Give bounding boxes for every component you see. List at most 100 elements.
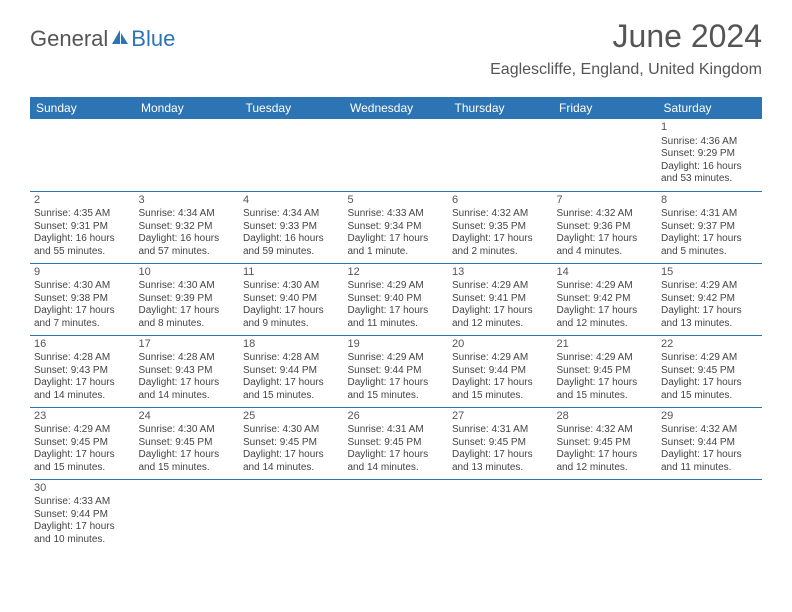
calendar-day-cell bbox=[135, 119, 240, 191]
day-number: 13 bbox=[452, 266, 549, 280]
daylight-text: Daylight: 17 hours and 12 minutes. bbox=[557, 305, 654, 330]
daylight-text: Daylight: 17 hours and 8 minutes. bbox=[139, 305, 236, 330]
calendar-day-cell: 11Sunrise: 4:30 AMSunset: 9:40 PMDayligh… bbox=[239, 263, 344, 335]
sunset-text: Sunset: 9:43 PM bbox=[139, 365, 236, 378]
sunrise-text: Sunrise: 4:33 AM bbox=[34, 496, 131, 509]
calendar-day-cell bbox=[553, 119, 658, 191]
daylight-text: Daylight: 17 hours and 14 minutes. bbox=[348, 449, 445, 474]
day-number: 26 bbox=[348, 410, 445, 424]
sunrise-text: Sunrise: 4:30 AM bbox=[243, 280, 340, 293]
calendar-week-row: 2Sunrise: 4:35 AMSunset: 9:31 PMDaylight… bbox=[30, 191, 762, 263]
calendar-day-cell: 29Sunrise: 4:32 AMSunset: 9:44 PMDayligh… bbox=[657, 407, 762, 479]
daylight-text: Daylight: 17 hours and 12 minutes. bbox=[557, 449, 654, 474]
calendar-day-cell: 22Sunrise: 4:29 AMSunset: 9:45 PMDayligh… bbox=[657, 335, 762, 407]
day-number: 6 bbox=[452, 194, 549, 208]
calendar-week-row: 9Sunrise: 4:30 AMSunset: 9:38 PMDaylight… bbox=[30, 263, 762, 335]
sunrise-text: Sunrise: 4:29 AM bbox=[348, 280, 445, 293]
sunset-text: Sunset: 9:45 PM bbox=[661, 365, 758, 378]
calendar-day-cell: 4Sunrise: 4:34 AMSunset: 9:33 PMDaylight… bbox=[239, 191, 344, 263]
day-number: 23 bbox=[34, 410, 131, 424]
day-header: Tuesday bbox=[239, 97, 344, 119]
calendar-day-cell bbox=[448, 119, 553, 191]
calendar-day-cell: 28Sunrise: 4:32 AMSunset: 9:45 PMDayligh… bbox=[553, 407, 658, 479]
sunset-text: Sunset: 9:34 PM bbox=[348, 221, 445, 234]
sunset-text: Sunset: 9:44 PM bbox=[661, 437, 758, 450]
calendar-day-cell: 26Sunrise: 4:31 AMSunset: 9:45 PMDayligh… bbox=[344, 407, 449, 479]
sunrise-text: Sunrise: 4:29 AM bbox=[557, 352, 654, 365]
sunrise-text: Sunrise: 4:34 AM bbox=[139, 208, 236, 221]
daylight-text: Daylight: 16 hours and 55 minutes. bbox=[34, 233, 131, 258]
calendar-day-cell: 8Sunrise: 4:31 AMSunset: 9:37 PMDaylight… bbox=[657, 191, 762, 263]
daylight-text: Daylight: 17 hours and 7 minutes. bbox=[34, 305, 131, 330]
calendar-day-cell: 3Sunrise: 4:34 AMSunset: 9:32 PMDaylight… bbox=[135, 191, 240, 263]
sunrise-text: Sunrise: 4:29 AM bbox=[661, 280, 758, 293]
daylight-text: Daylight: 16 hours and 59 minutes. bbox=[243, 233, 340, 258]
day-number: 17 bbox=[139, 338, 236, 352]
sunrise-text: Sunrise: 4:31 AM bbox=[661, 208, 758, 221]
sunrise-text: Sunrise: 4:36 AM bbox=[661, 136, 758, 149]
calendar-day-cell bbox=[239, 119, 344, 191]
calendar-week-row: 1Sunrise: 4:36 AMSunset: 9:29 PMDaylight… bbox=[30, 119, 762, 191]
daylight-text: Daylight: 16 hours and 57 minutes. bbox=[139, 233, 236, 258]
sunset-text: Sunset: 9:33 PM bbox=[243, 221, 340, 234]
calendar-day-cell: 27Sunrise: 4:31 AMSunset: 9:45 PMDayligh… bbox=[448, 407, 553, 479]
calendar-day-cell: 20Sunrise: 4:29 AMSunset: 9:44 PMDayligh… bbox=[448, 335, 553, 407]
day-header: Sunday bbox=[30, 97, 135, 119]
calendar-table: SundayMondayTuesdayWednesdayThursdayFrid… bbox=[30, 97, 762, 551]
daylight-text: Daylight: 17 hours and 15 minutes. bbox=[139, 449, 236, 474]
sunset-text: Sunset: 9:44 PM bbox=[34, 509, 131, 522]
daylight-text: Daylight: 17 hours and 11 minutes. bbox=[661, 449, 758, 474]
daylight-text: Daylight: 17 hours and 1 minute. bbox=[348, 233, 445, 258]
sunset-text: Sunset: 9:42 PM bbox=[661, 293, 758, 306]
sunset-text: Sunset: 9:43 PM bbox=[34, 365, 131, 378]
sunset-text: Sunset: 9:39 PM bbox=[139, 293, 236, 306]
calendar-day-cell bbox=[135, 479, 240, 551]
sunset-text: Sunset: 9:36 PM bbox=[557, 221, 654, 234]
sunset-text: Sunset: 9:42 PM bbox=[557, 293, 654, 306]
day-number: 7 bbox=[557, 194, 654, 208]
day-number: 4 bbox=[243, 194, 340, 208]
title-block: June 2024 Eaglescliffe, England, United … bbox=[490, 18, 762, 79]
day-number: 19 bbox=[348, 338, 445, 352]
day-number: 12 bbox=[348, 266, 445, 280]
sunrise-text: Sunrise: 4:28 AM bbox=[243, 352, 340, 365]
calendar-day-cell bbox=[657, 479, 762, 551]
month-title: June 2024 bbox=[490, 18, 762, 55]
daylight-text: Daylight: 17 hours and 15 minutes. bbox=[243, 377, 340, 402]
sunset-text: Sunset: 9:40 PM bbox=[348, 293, 445, 306]
calendar-day-cell bbox=[344, 119, 449, 191]
day-number: 28 bbox=[557, 410, 654, 424]
sunrise-text: Sunrise: 4:32 AM bbox=[557, 208, 654, 221]
sunrise-text: Sunrise: 4:31 AM bbox=[348, 424, 445, 437]
calendar-day-cell bbox=[553, 479, 658, 551]
daylight-text: Daylight: 17 hours and 15 minutes. bbox=[452, 377, 549, 402]
daylight-text: Daylight: 17 hours and 13 minutes. bbox=[661, 305, 758, 330]
daylight-text: Daylight: 17 hours and 14 minutes. bbox=[243, 449, 340, 474]
sunset-text: Sunset: 9:31 PM bbox=[34, 221, 131, 234]
daylight-text: Daylight: 17 hours and 15 minutes. bbox=[34, 449, 131, 474]
daylight-text: Daylight: 17 hours and 4 minutes. bbox=[557, 233, 654, 258]
daylight-text: Daylight: 17 hours and 9 minutes. bbox=[243, 305, 340, 330]
sunset-text: Sunset: 9:45 PM bbox=[139, 437, 236, 450]
day-number: 1 bbox=[661, 121, 758, 135]
day-number: 3 bbox=[139, 194, 236, 208]
location-text: Eaglescliffe, England, United Kingdom bbox=[490, 61, 762, 79]
calendar-day-cell bbox=[344, 479, 449, 551]
calendar-day-cell bbox=[448, 479, 553, 551]
calendar-day-cell: 10Sunrise: 4:30 AMSunset: 9:39 PMDayligh… bbox=[135, 263, 240, 335]
daylight-text: Daylight: 17 hours and 13 minutes. bbox=[452, 449, 549, 474]
day-number: 5 bbox=[348, 194, 445, 208]
sunset-text: Sunset: 9:44 PM bbox=[243, 365, 340, 378]
calendar-day-cell: 24Sunrise: 4:30 AMSunset: 9:45 PMDayligh… bbox=[135, 407, 240, 479]
day-number: 8 bbox=[661, 194, 758, 208]
day-number: 30 bbox=[34, 482, 131, 496]
day-number: 15 bbox=[661, 266, 758, 280]
day-number: 16 bbox=[34, 338, 131, 352]
calendar-day-cell: 9Sunrise: 4:30 AMSunset: 9:38 PMDaylight… bbox=[30, 263, 135, 335]
calendar-day-cell: 1Sunrise: 4:36 AMSunset: 9:29 PMDaylight… bbox=[657, 119, 762, 191]
day-number: 18 bbox=[243, 338, 340, 352]
day-number: 27 bbox=[452, 410, 549, 424]
calendar-day-cell: 19Sunrise: 4:29 AMSunset: 9:44 PMDayligh… bbox=[344, 335, 449, 407]
day-header: Friday bbox=[553, 97, 658, 119]
calendar-day-cell: 13Sunrise: 4:29 AMSunset: 9:41 PMDayligh… bbox=[448, 263, 553, 335]
